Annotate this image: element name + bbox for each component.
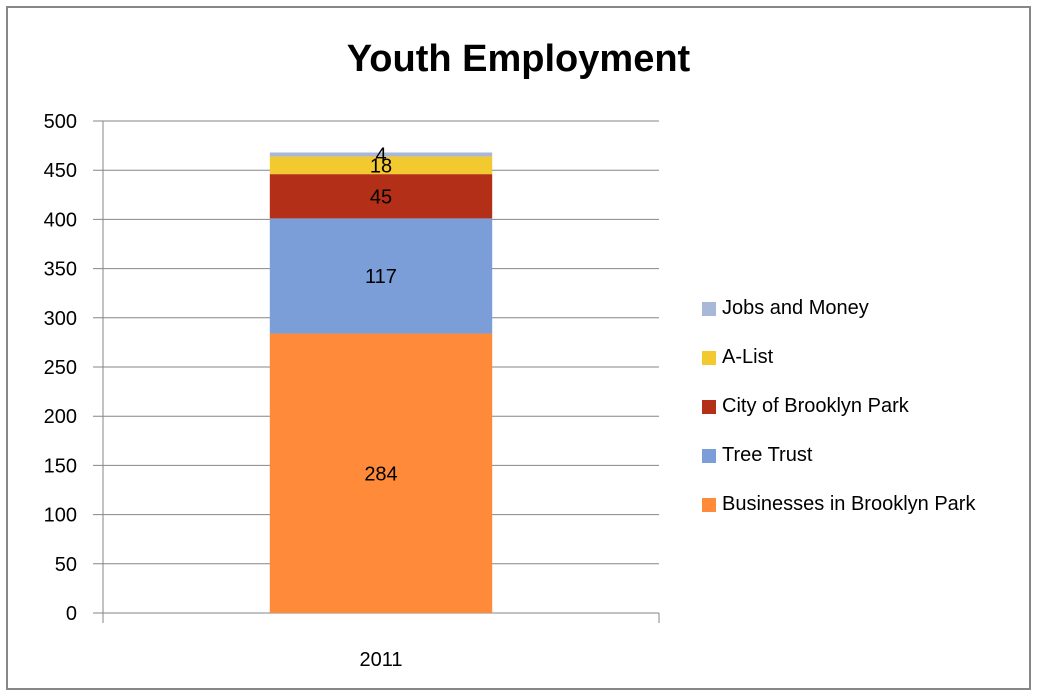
legend-item: A-List — [702, 333, 975, 382]
legend-swatch — [702, 301, 716, 316]
legend-item: Jobs and Money — [702, 284, 975, 333]
legend-label: Businesses in Brooklyn Park — [722, 493, 976, 515]
legend-label: A-List — [722, 346, 774, 368]
y-tick-label: 0 — [66, 603, 77, 625]
legend-swatch — [702, 497, 716, 512]
y-tick-label: 50 — [55, 554, 77, 576]
data-label: 45 — [370, 186, 392, 208]
x-tick-label: 2011 — [359, 649, 402, 671]
bar-segment-jobs-and-money — [269, 152, 493, 157]
y-tick-label: 200 — [44, 406, 77, 428]
y-tick-label: 150 — [44, 455, 77, 477]
chart-frame — [6, 6, 1031, 690]
y-tick-label: 350 — [44, 259, 77, 281]
legend-swatch — [702, 399, 716, 414]
chart-title: Youth Employment — [346, 38, 691, 80]
y-tick-label: 250 — [44, 357, 77, 379]
y-tick-label: 450 — [44, 160, 77, 182]
legend-item: Tree Trust — [702, 431, 975, 480]
y-tick-label: 500 — [44, 111, 77, 133]
legend-swatch — [702, 448, 716, 463]
legend-item: City of Brooklyn Park — [702, 382, 975, 431]
bar-segment-businesses-in-brooklyn-park — [269, 333, 493, 613]
y-tick-label: 400 — [44, 209, 77, 231]
legend: Jobs and Money A-List City of Brooklyn Par… — [702, 284, 975, 529]
bar-segment-a-list — [269, 156, 493, 175]
y-tick-label: 100 — [44, 505, 77, 527]
data-label: 18 — [370, 155, 392, 177]
legend-swatch — [702, 350, 716, 365]
y-tick-label: 300 — [44, 308, 77, 330]
legend-item: Businesses in Brooklyn Park — [702, 480, 975, 529]
bar-segment-tree-trust — [269, 218, 493, 334]
data-label: 4 — [375, 144, 386, 166]
data-label: 117 — [365, 266, 397, 288]
legend-label: Jobs and Money — [722, 297, 869, 319]
legend-label: City of Brooklyn Park — [722, 395, 909, 417]
bar-segment-city-of-brooklyn-park — [269, 174, 493, 219]
legend-label: Tree Trust — [722, 444, 813, 466]
data-label: 284 — [364, 463, 397, 485]
